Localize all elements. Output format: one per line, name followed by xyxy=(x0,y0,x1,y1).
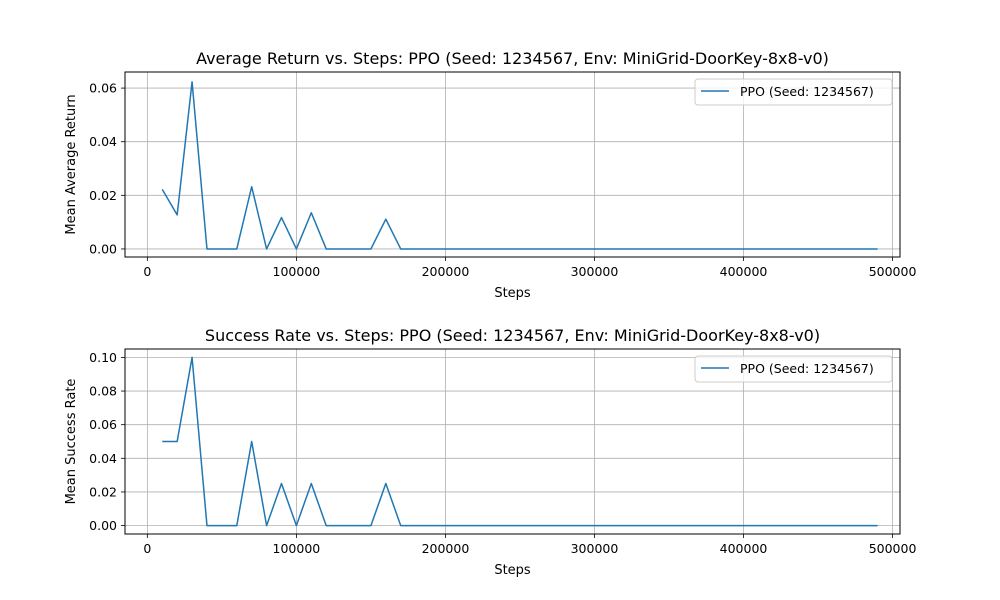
legend-box xyxy=(694,355,893,383)
series-line xyxy=(161,81,878,250)
x-tick-label: 100000 xyxy=(273,541,321,556)
x-axis-label: Steps xyxy=(494,563,531,578)
x-tick-label: 500000 xyxy=(869,264,917,279)
legend: PPO (Seed: 1234567) xyxy=(694,355,893,383)
x-tick-label: 400000 xyxy=(720,541,768,556)
x-tick-label: 300000 xyxy=(571,541,619,556)
y-axis-label: Mean Success Rate xyxy=(64,379,79,505)
legend-entry: PPO (Seed: 1234567) xyxy=(740,361,874,376)
y-tick-label: 0.06 xyxy=(89,81,117,96)
chart-title: Success Rate vs. Steps: PPO (Seed: 12345… xyxy=(205,326,820,345)
y-tick-label: 0.10 xyxy=(89,350,117,365)
plot-lines xyxy=(161,81,878,250)
y-tick-label: 0.06 xyxy=(89,417,117,432)
y-tick-label: 0.00 xyxy=(89,241,117,256)
axes-frame xyxy=(124,348,901,535)
axes-frame xyxy=(124,71,901,258)
ticks: 0 100000 200000 300000 400000 500000 0.00 0.02 0… xyxy=(89,350,916,556)
x-tick-label: 0 xyxy=(143,541,151,556)
x-axis-label: Steps xyxy=(494,286,531,301)
subplot-success-rate: Success Rate vs. Steps: PPO (Seed: 12345… xyxy=(64,326,916,578)
y-tick-label: 0.02 xyxy=(89,188,117,203)
y-tick-label: 0.04 xyxy=(89,134,117,149)
legend-entry: PPO (Seed: 1234567) xyxy=(740,84,874,99)
x-tick-label: 500000 xyxy=(869,541,917,556)
subplot-average-return: Average Return vs. Steps: PPO (Seed: 123… xyxy=(64,49,916,301)
y-tick-label: 0.00 xyxy=(89,518,117,533)
x-tick-label: 200000 xyxy=(422,264,470,279)
x-tick-label: 300000 xyxy=(571,264,619,279)
chart-title: Average Return vs. Steps: PPO (Seed: 123… xyxy=(196,49,829,68)
legend: PPO (Seed: 1234567) xyxy=(694,78,893,106)
y-tick-label: 0.08 xyxy=(89,384,117,399)
x-tick-label: 400000 xyxy=(720,264,768,279)
legend-box xyxy=(694,78,893,106)
y-tick-label: 0.04 xyxy=(89,451,117,466)
y-axis-label: Mean Average Return xyxy=(64,94,79,234)
plot-lines xyxy=(162,356,878,527)
x-tick-label: 100000 xyxy=(273,264,321,279)
x-tick-label: 200000 xyxy=(422,541,470,556)
ticks: 0 100000 200000 300000 400000 500000 0.00 0.02 0… xyxy=(89,81,916,279)
series-line xyxy=(162,356,878,527)
x-tick-label: 0 xyxy=(143,264,151,279)
y-tick-label: 0.02 xyxy=(89,484,117,499)
